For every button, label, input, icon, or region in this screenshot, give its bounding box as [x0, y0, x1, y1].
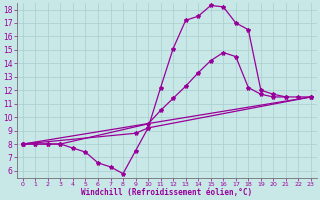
X-axis label: Windchill (Refroidissement éolien,°C): Windchill (Refroidissement éolien,°C): [81, 188, 252, 197]
